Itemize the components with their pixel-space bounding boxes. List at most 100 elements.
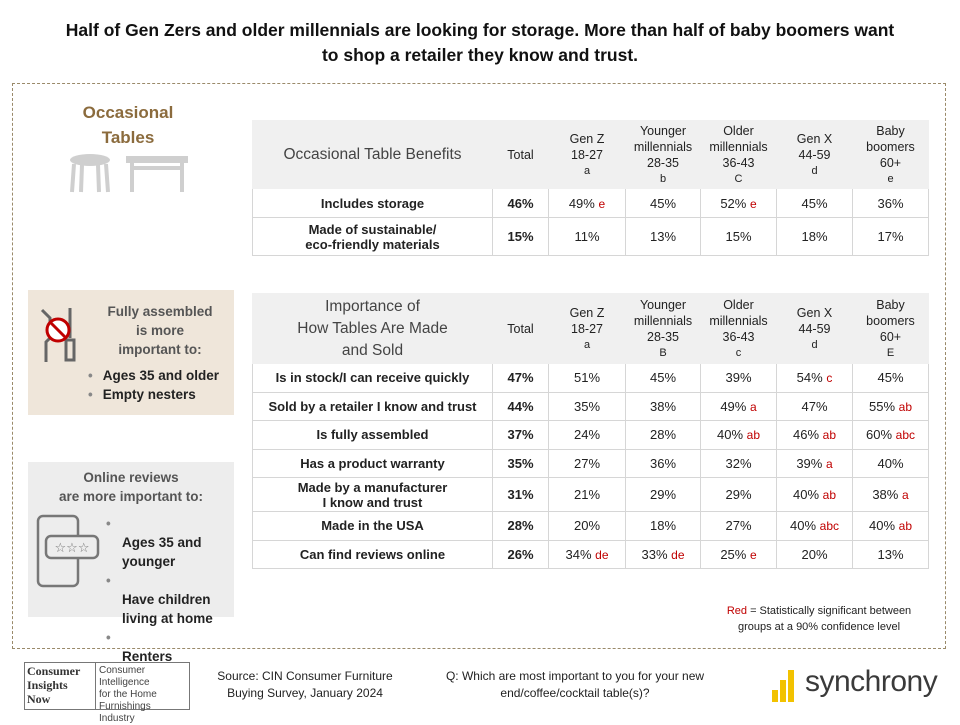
cell: 34% de <box>548 539 626 569</box>
cell-value: 46% <box>792 427 820 443</box>
table-body: Is in stock/I can receive quickly 47% 51% 4… <box>252 363 929 569</box>
row-total: 46% <box>492 188 549 218</box>
row-total: 47% <box>492 363 549 393</box>
cell-value: 40% <box>792 487 820 502</box>
text-line: millennials <box>709 313 768 328</box>
row-label: Made by a manufacturer I know and trust <box>252 477 493 512</box>
column-letter: d <box>811 164 818 177</box>
column-letter: c <box>735 346 742 359</box>
cell: 36% <box>852 188 929 218</box>
significance: a <box>825 456 833 471</box>
cell: 60% abc <box>852 420 929 450</box>
cell-value: 45% <box>877 370 904 386</box>
cell-value: 27% <box>573 455 601 471</box>
list-item: Ages 35 and older <box>103 366 219 385</box>
column-header: Gen Z 18-27 a <box>548 120 626 189</box>
table-row: Has a product warranty 35% 27% 36% 32% 39% a 4… <box>252 448 929 478</box>
cell-value: 25% <box>720 546 747 562</box>
cell-value: 45% <box>649 195 677 211</box>
table-body: Includes storage 46% 49% e 45% 52% e 45% 36% Ma… <box>252 188 929 256</box>
cell-value: 29% <box>725 487 752 502</box>
cell-value: 11% <box>574 229 600 244</box>
cell: 27% <box>548 448 626 478</box>
callout-list: Ages 35 and olderEmpty nesters <box>88 366 219 404</box>
significance: de <box>595 547 609 562</box>
cell: 33% de <box>625 539 701 569</box>
table-row: Made by a manufacturer I know and trust 31… <box>252 477 929 512</box>
text-line: Can find reviews online <box>299 546 446 562</box>
list-item: Empty nesters <box>103 385 219 404</box>
text-line: boomers <box>866 139 915 154</box>
significance: de <box>671 547 685 562</box>
text-line: 44-59 <box>798 321 831 336</box>
column-header: Gen X 44-59 d <box>776 120 853 189</box>
text-line: How Tables Are Made <box>297 319 448 337</box>
cell: 18% <box>776 217 853 256</box>
text-line: millennials <box>633 139 693 154</box>
column-header: Baby boomers 60+ E <box>852 293 929 364</box>
text-line: and Sold <box>341 341 404 359</box>
cell-value: 40% <box>877 455 904 471</box>
row-total: 28% <box>492 511 549 541</box>
logo-name: Consumer Insights Now <box>25 663 96 709</box>
cell: 45% <box>776 188 853 218</box>
text-line: Insights <box>27 678 68 692</box>
header-row: Occasional Table Benefits Total Gen Z 18-27… <box>252 120 929 189</box>
cell-value: 38% <box>872 487 899 502</box>
header-row: Importance of How Tables Are Made and Sold… <box>252 293 929 364</box>
table-row: Is in stock/I can receive quickly 47% 51% 4… <box>252 363 929 393</box>
callout-title: Online reviews are more important to: <box>28 468 234 506</box>
text-line: Gen Z <box>569 131 605 146</box>
row-label: Sold by a retailer I know and trust <box>252 391 493 421</box>
row-label: Can find reviews online <box>252 539 493 569</box>
text-line: 36-43 <box>722 155 755 170</box>
cell: 32% <box>700 448 777 478</box>
text-line: Baby <box>876 123 905 138</box>
text-line: 44-59 <box>798 147 831 162</box>
cell: 55% ab <box>852 391 929 421</box>
cell-value: 18% <box>649 518 677 534</box>
table-title: Occasional Table Benefits <box>252 120 493 189</box>
row-label: Is fully assembled <box>252 420 493 450</box>
text-line: 28-35 <box>647 329 679 344</box>
text-line: 18-27 <box>571 321 603 336</box>
row-label: Includes storage <box>252 188 493 218</box>
row-total: 37% <box>492 420 549 450</box>
cell: 21% <box>548 477 626 512</box>
column-letter: B <box>659 346 667 359</box>
cell: 29% <box>625 477 701 512</box>
text-line: Tables <box>101 128 155 147</box>
table-row: Made in the USA 28% 20% 18% 27% 40% abc 40% ab <box>252 511 929 541</box>
text-line: Furnishings Industry <box>99 701 151 724</box>
cell: 15% <box>700 217 777 256</box>
significance: ab <box>822 428 836 443</box>
row-total: 26% <box>492 539 549 569</box>
cell-value: 32% <box>725 455 752 471</box>
significance: a <box>901 488 909 502</box>
column-letter: a <box>583 338 591 351</box>
frame <box>12 83 946 649</box>
note-key: Red <box>726 605 747 617</box>
cell: 40% abc <box>776 511 853 541</box>
callout-reviews: Online reviews are more important to: ☆☆☆… <box>28 462 234 664</box>
cell-value: 54% <box>796 370 823 386</box>
note: Red = Statistically significant between g… <box>700 603 938 635</box>
text-line: Online reviews <box>83 470 179 485</box>
brand: synchrony <box>805 665 938 698</box>
brand-mark <box>772 670 794 702</box>
cell-value: 24% <box>573 427 601 443</box>
column-letter: e <box>887 172 894 185</box>
text-line: end/coffee/cocktail table(s)? <box>500 686 650 700</box>
row-total: 44% <box>492 391 549 421</box>
text-line: Gen X <box>796 305 833 320</box>
column-letter: E <box>886 346 895 359</box>
column-header: Baby boomers 60+ e <box>852 120 929 189</box>
callout-list: Ages 35 and younger Have children living at… <box>106 514 213 666</box>
title: Half of Gen Zers and older millennials a… <box>65 20 895 65</box>
cell: 29% <box>700 477 777 512</box>
text-line: I know and trust <box>322 494 423 510</box>
significance: abc <box>819 519 839 534</box>
text-line: millennials <box>709 139 768 154</box>
table-row: Sold by a retailer I know and trust 44% 35… <box>252 391 929 421</box>
logo-tagline: Consumer Intelligence for the Home Furnish… <box>96 663 189 724</box>
